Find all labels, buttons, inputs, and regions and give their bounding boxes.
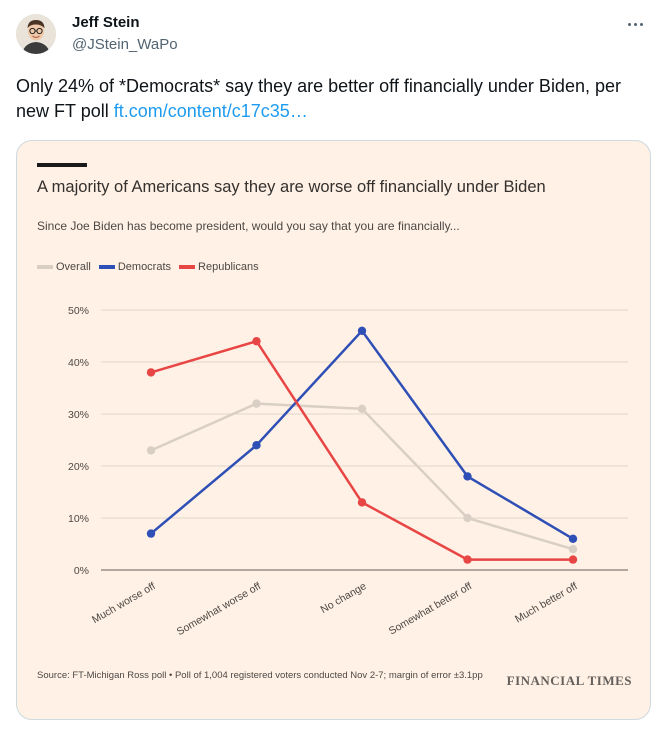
data-point-democrats bbox=[357, 326, 367, 335]
y-tick-label: 0% bbox=[74, 565, 89, 577]
line-chart: 0% 10% 20% 30% 40% 50% Much worse off Somewhat … bbox=[68, 305, 628, 638]
data-point-democrats bbox=[252, 441, 261, 450]
series-line-overall bbox=[150, 402, 574, 551]
data-point-republicans bbox=[357, 498, 367, 507]
x-tick-label: Much worse off bbox=[90, 580, 158, 626]
tweet-body: Only 24% of *Democrats* say they are bet… bbox=[16, 76, 621, 121]
chart-title: A majority of Americans say they are wor… bbox=[37, 178, 546, 196]
chart-legend: Overall Democrats Republicans bbox=[37, 261, 259, 273]
tweet-media-card[interactable]: A majority of Americans say they are wor… bbox=[16, 140, 651, 720]
tweet-link[interactable]: ft.com/content/c17c35… bbox=[113, 101, 308, 121]
y-tick-label: 10% bbox=[68, 513, 89, 525]
chart-source: Source: FT-Michigan Ross poll • Poll of … bbox=[37, 670, 483, 681]
ft-accent-bar bbox=[37, 163, 87, 167]
x-tick-label: Somewhat worse off bbox=[175, 580, 263, 638]
legend-swatch bbox=[98, 265, 115, 269]
x-tick-label: No change bbox=[319, 580, 369, 616]
data-point-republicans bbox=[568, 555, 578, 564]
avatar[interactable] bbox=[16, 14, 56, 54]
legend-item: Democrats bbox=[98, 261, 172, 273]
x-tick-label: Somewhat better off bbox=[387, 580, 474, 637]
legend-label: Overall bbox=[56, 261, 91, 273]
data-point-overall bbox=[463, 513, 472, 523]
y-tick-label: 40% bbox=[68, 357, 89, 369]
author-name[interactable]: Jeff Stein bbox=[72, 14, 140, 31]
legend-item: Overall bbox=[37, 261, 91, 273]
data-point-overall bbox=[252, 399, 261, 408]
legend-label: Democrats bbox=[117, 261, 172, 273]
y-tick-label: 50% bbox=[68, 305, 89, 317]
legend-swatch bbox=[179, 265, 196, 269]
more-options-icon[interactable] bbox=[624, 12, 648, 36]
data-point-republicans bbox=[146, 368, 156, 377]
data-point-overall bbox=[146, 446, 156, 455]
data-point-republicans bbox=[463, 555, 472, 564]
data-point-republicans bbox=[252, 337, 261, 346]
tweet-text: Only 24% of *Democrats* say they are bet… bbox=[16, 74, 652, 124]
legend-item: Republicans bbox=[179, 261, 259, 273]
data-point-democrats bbox=[568, 534, 578, 543]
y-tick-label: 20% bbox=[68, 461, 89, 473]
series-line-republicans bbox=[150, 339, 573, 561]
data-point-democrats bbox=[146, 529, 156, 538]
legend-label: Republicans bbox=[198, 261, 259, 273]
chart-subtitle: Since Joe Biden has become president, wo… bbox=[37, 219, 460, 233]
y-tick-label: 30% bbox=[68, 409, 89, 421]
ft-logo: FINANCIAL TIMES bbox=[506, 673, 632, 688]
data-point-democrats bbox=[463, 472, 472, 481]
legend-swatch bbox=[37, 265, 53, 269]
data-point-overall bbox=[568, 545, 578, 554]
x-tick-label: Much better off bbox=[513, 580, 580, 625]
author-handle[interactable]: @JStein_WaPo bbox=[72, 36, 178, 53]
data-point-overall bbox=[357, 404, 367, 413]
